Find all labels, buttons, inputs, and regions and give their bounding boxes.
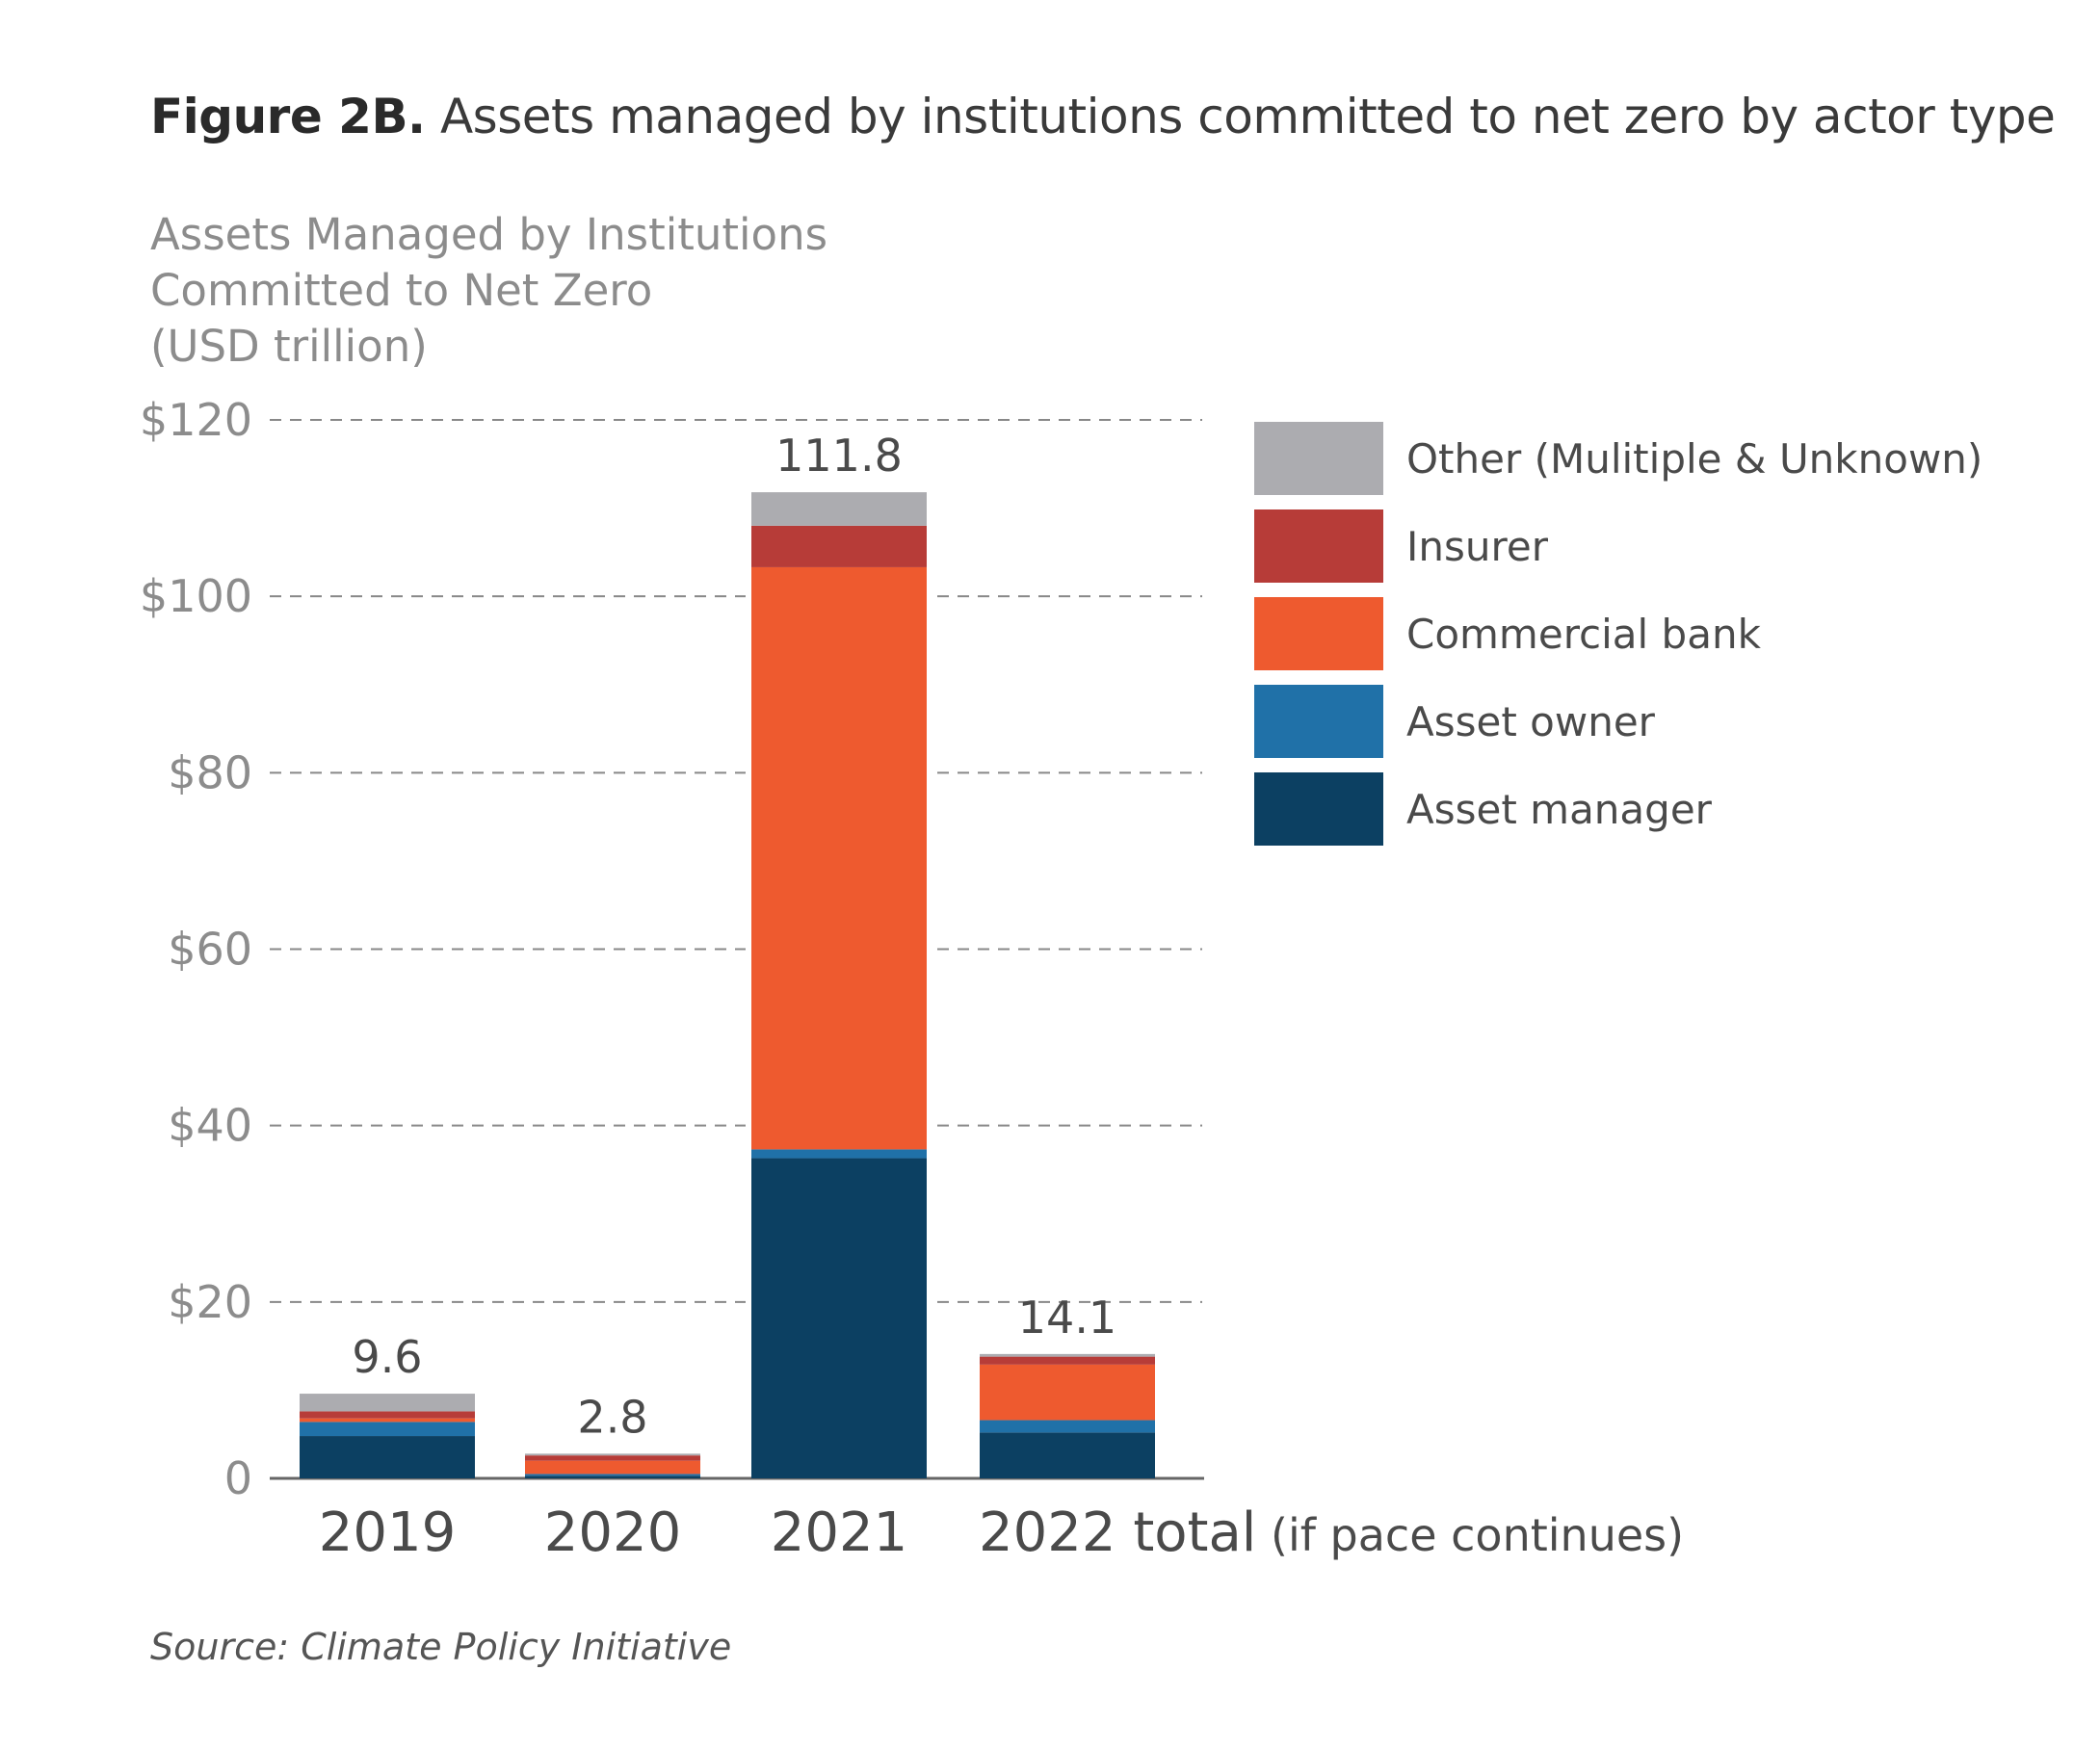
y-axis-label: Assets Managed by Institutions Committed… [150,207,827,375]
x-category-label-main: 2020 [544,1501,682,1564]
bar-segment [300,1411,475,1419]
bar-segment [300,1418,475,1423]
bar-segment [300,1394,475,1412]
y-axis-label-line-3: (USD trillion) [150,321,428,372]
chart-title-rest: Assets managed by institutions committed… [425,89,2056,144]
y-tick-label: 0 [224,1452,252,1504]
legend-swatch [1254,772,1383,846]
bar-segment [525,1475,700,1478]
bar-segment [751,566,927,1150]
bar-segment [980,1356,1155,1365]
legend-swatch [1254,685,1383,758]
x-category-label-sub: (if pace continues) [1256,1509,1684,1561]
chart-title-bold: Figure 2B. [150,89,426,144]
bar-segment [751,1149,927,1159]
bar-segment [300,1436,475,1478]
bar-total-label: 14.1 [1018,1292,1116,1344]
bar-total-label: 2.8 [577,1391,647,1443]
chart-title: Figure 2B. Assets managed by institution… [150,89,2056,144]
y-tick-label: $100 [140,570,252,622]
bar-segment [751,492,927,526]
x-category-label: 2022 total (if pace continues) [979,1501,1684,1564]
bar-segment [980,1432,1155,1478]
x-category-label-main: 2022 total [979,1501,1256,1564]
legend-swatch [1254,509,1383,583]
legend: Other (Mulitiple & Unknown) Insurer Commer… [1254,422,1982,846]
y-tick-label: $40 [168,1100,252,1152]
grid-lines [270,419,1204,1480]
y-tick-label: $120 [140,394,252,446]
x-category-label: 2021 [771,1501,908,1564]
x-category-label-main: 2019 [319,1501,457,1564]
labels: 0 $20 $40 $60 $80 $100 $120 9.6 2019 2.8 2020 111.8… [140,394,1684,1564]
x-category-label: 2019 [319,1501,457,1564]
bars [294,488,1161,1478]
x-category-label: 2020 [544,1501,682,1564]
legend-label: Asset manager [1406,786,1713,833]
legend-swatch [1254,597,1383,670]
legend-swatch [1254,422,1383,495]
y-tick-label: $60 [168,924,252,976]
x-category-label-main: 2021 [771,1501,908,1564]
bar-segment [525,1460,700,1475]
bar-segment [525,1474,700,1476]
y-axis-label-line-2: Committed to Net Zero [150,265,653,316]
bar-segment [751,1158,927,1478]
bar-segment [980,1420,1155,1433]
bar-segment [300,1422,475,1437]
bar-segment [525,1453,700,1456]
bar-segment [980,1353,1155,1357]
y-axis-label-line-1: Assets Managed by Institutions [150,209,828,260]
y-tick-label: $20 [168,1276,252,1328]
y-tick-label: $80 [168,746,252,798]
bar-total-label: 9.6 [352,1331,422,1383]
bar-segment [525,1455,700,1461]
bar-total-label: 111.8 [775,430,903,482]
source-note: Source: Climate Policy Initiative [150,1626,732,1668]
bar-segment [751,525,927,567]
legend-label: Asset owner [1406,698,1656,745]
bar-segment [980,1364,1155,1421]
legend-label: Commercial bank [1406,611,1762,658]
legend-label: Other (Mulitiple & Unknown) [1406,435,1982,483]
legend-label: Insurer [1406,523,1549,570]
